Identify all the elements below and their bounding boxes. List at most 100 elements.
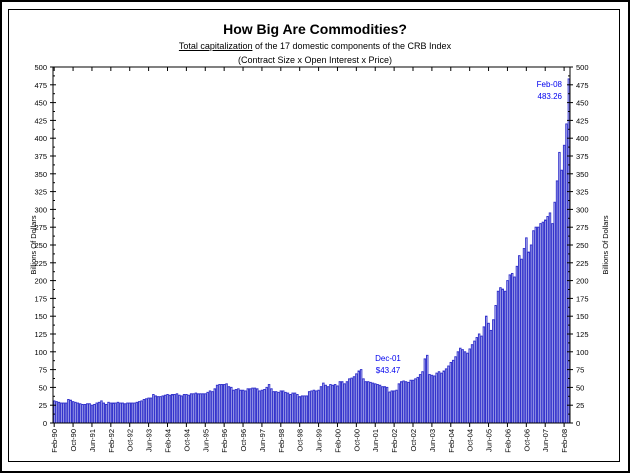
y-tick-label-right: 475 xyxy=(576,81,589,90)
bar xyxy=(341,381,344,424)
bar xyxy=(296,394,299,424)
x-tick-label: Jun-05 xyxy=(485,429,494,452)
bar xyxy=(388,391,391,424)
x-tick-label: Oct-92 xyxy=(126,429,135,452)
chart-title: How Big Are Commodities? xyxy=(223,21,407,37)
bar xyxy=(154,395,157,424)
bar xyxy=(71,401,75,424)
bar xyxy=(544,219,547,424)
bar xyxy=(133,402,136,424)
bar xyxy=(248,388,252,424)
bar xyxy=(480,335,483,424)
bar xyxy=(189,393,193,424)
y-tick-label-right: 300 xyxy=(576,205,589,214)
bar xyxy=(378,384,382,424)
bar xyxy=(55,401,58,424)
bar xyxy=(461,349,464,424)
bar xyxy=(256,388,259,424)
bar xyxy=(421,371,424,424)
y-tick-label-left: 125 xyxy=(34,330,47,339)
bar xyxy=(326,386,330,424)
bar xyxy=(350,377,353,424)
bar xyxy=(562,144,566,424)
bar xyxy=(463,351,467,424)
bar xyxy=(539,223,542,424)
x-tick-label: Feb-92 xyxy=(107,429,116,453)
bar xyxy=(230,386,233,424)
bar xyxy=(227,386,231,424)
y-tick-label-right: 125 xyxy=(576,330,589,339)
bar xyxy=(293,392,297,424)
bar xyxy=(437,371,441,424)
bar xyxy=(508,274,512,424)
bar xyxy=(307,391,311,424)
y-tick-label-left: 225 xyxy=(34,259,47,268)
bar xyxy=(444,368,448,424)
bar xyxy=(102,402,106,424)
x-tick-label: Feb-04 xyxy=(447,429,456,453)
y-tick-label-left: 25 xyxy=(39,401,47,410)
bar xyxy=(199,393,202,424)
bar xyxy=(510,272,514,424)
x-tick-label: Feb-90 xyxy=(50,429,59,453)
bar xyxy=(546,216,549,424)
bar xyxy=(499,287,502,424)
bar xyxy=(178,394,181,424)
bar xyxy=(182,394,186,424)
bar xyxy=(324,384,327,424)
bar xyxy=(83,403,87,424)
bar xyxy=(381,386,384,424)
bar xyxy=(333,384,337,424)
bar xyxy=(470,344,474,424)
y-tick-label-right: 450 xyxy=(576,99,589,108)
bar xyxy=(496,290,500,424)
bar xyxy=(473,340,476,424)
bar xyxy=(477,333,481,424)
bar xyxy=(185,394,188,424)
bar xyxy=(551,223,554,424)
bar xyxy=(355,373,358,424)
bar xyxy=(331,384,335,424)
bar xyxy=(180,395,183,424)
bar xyxy=(90,404,94,424)
bar xyxy=(69,399,72,424)
bar xyxy=(345,381,349,424)
y-tick-label-left: 0 xyxy=(43,419,47,428)
bar xyxy=(402,380,405,424)
x-tick-label: Jun-97 xyxy=(258,429,267,452)
x-tick-label: Oct-00 xyxy=(352,429,361,452)
bar xyxy=(515,265,519,424)
y-tick-label-left: 475 xyxy=(34,81,47,90)
bar xyxy=(232,389,235,424)
bar xyxy=(506,280,509,424)
bar xyxy=(97,401,101,424)
bar xyxy=(277,391,280,424)
y-tick-label-left: 275 xyxy=(34,223,47,232)
bar xyxy=(274,391,278,424)
bar xyxy=(156,396,160,424)
x-tick-label: Jun-95 xyxy=(201,429,210,452)
bar xyxy=(93,403,96,424)
bar xyxy=(258,390,261,424)
bar xyxy=(366,381,370,424)
y-tick-label-right: 150 xyxy=(576,312,589,321)
bar xyxy=(475,337,479,424)
bar xyxy=(315,390,318,424)
bar xyxy=(451,359,455,424)
bar xyxy=(338,381,342,424)
bar xyxy=(289,394,292,424)
bar xyxy=(246,388,250,424)
bar xyxy=(159,396,162,424)
bar xyxy=(319,386,323,424)
bar xyxy=(298,396,301,424)
subtitle-underlined: Total capitalization xyxy=(178,41,253,51)
bar xyxy=(305,395,309,424)
y-tick-label-right: 50 xyxy=(576,383,584,392)
bar xyxy=(267,384,271,424)
bar xyxy=(459,347,462,424)
bar xyxy=(130,402,134,424)
bar xyxy=(423,358,427,424)
bar xyxy=(385,386,389,424)
y-tick-label-left: 300 xyxy=(34,205,47,214)
bar xyxy=(171,394,174,424)
